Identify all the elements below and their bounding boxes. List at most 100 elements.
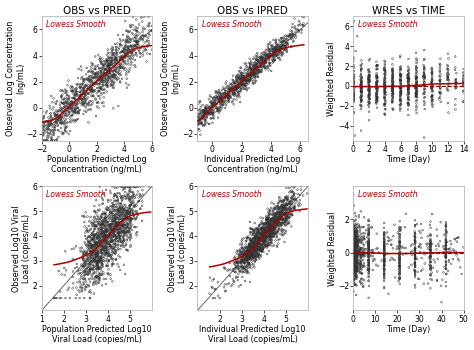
Point bbox=[374, 62, 382, 68]
Point bbox=[266, 211, 273, 217]
Point bbox=[246, 250, 254, 255]
Point bbox=[257, 233, 264, 239]
Point bbox=[279, 212, 287, 218]
Point bbox=[236, 268, 243, 274]
Point bbox=[286, 211, 293, 217]
Point bbox=[352, 244, 359, 249]
Point bbox=[427, 257, 434, 262]
Point bbox=[264, 227, 272, 232]
Point bbox=[117, 246, 124, 252]
Point bbox=[246, 76, 253, 81]
Point bbox=[246, 252, 254, 258]
Point bbox=[289, 189, 296, 195]
Point bbox=[236, 259, 244, 264]
Point bbox=[413, 221, 421, 227]
Point bbox=[246, 231, 254, 236]
Point bbox=[267, 221, 274, 226]
Point bbox=[82, 85, 90, 90]
Point bbox=[245, 242, 253, 248]
Point bbox=[357, 72, 365, 77]
Point bbox=[383, 241, 391, 247]
Point bbox=[349, 248, 357, 254]
Point bbox=[109, 48, 116, 53]
Point bbox=[271, 205, 279, 211]
Point bbox=[86, 84, 94, 89]
Point bbox=[249, 232, 257, 237]
Point bbox=[137, 206, 144, 211]
Point bbox=[193, 134, 201, 139]
Point bbox=[412, 91, 420, 97]
Point bbox=[82, 97, 89, 103]
Point bbox=[66, 116, 73, 121]
Point bbox=[121, 183, 128, 189]
Point bbox=[93, 258, 101, 264]
Point bbox=[131, 44, 139, 49]
Point bbox=[78, 81, 85, 87]
Point bbox=[357, 261, 365, 267]
Point bbox=[50, 130, 58, 136]
Point bbox=[279, 43, 286, 48]
Point bbox=[270, 215, 277, 221]
Point bbox=[413, 60, 420, 66]
Point bbox=[124, 224, 131, 230]
Point bbox=[361, 264, 369, 269]
Point bbox=[365, 217, 373, 223]
Point bbox=[264, 216, 272, 222]
Point bbox=[198, 116, 205, 121]
Point bbox=[117, 201, 125, 206]
Point bbox=[54, 127, 62, 133]
Point bbox=[248, 69, 255, 75]
Point bbox=[248, 249, 255, 254]
Point bbox=[125, 69, 133, 75]
Point bbox=[108, 221, 116, 226]
Point bbox=[411, 252, 419, 258]
Point bbox=[428, 92, 436, 98]
Point bbox=[122, 52, 130, 57]
Point bbox=[92, 239, 100, 245]
Point bbox=[101, 245, 109, 250]
Point bbox=[413, 90, 420, 96]
Point bbox=[97, 219, 104, 225]
Point bbox=[203, 110, 211, 116]
Point bbox=[261, 226, 268, 232]
Point bbox=[188, 111, 195, 117]
Point bbox=[365, 245, 373, 251]
Point bbox=[124, 210, 131, 215]
Point bbox=[243, 251, 250, 257]
Point bbox=[442, 262, 450, 268]
Point bbox=[81, 224, 89, 229]
Point bbox=[91, 242, 99, 248]
Point bbox=[51, 124, 59, 129]
Point bbox=[353, 240, 361, 245]
Point bbox=[255, 245, 262, 250]
Point bbox=[38, 123, 46, 129]
Point bbox=[114, 41, 121, 46]
Point bbox=[349, 238, 357, 243]
Point bbox=[271, 231, 279, 237]
Point bbox=[412, 82, 420, 87]
Point bbox=[94, 280, 102, 286]
Point bbox=[86, 245, 93, 251]
Point bbox=[262, 228, 270, 233]
Point bbox=[282, 210, 289, 216]
Point bbox=[284, 210, 292, 216]
Point bbox=[101, 236, 109, 242]
Point bbox=[106, 224, 114, 230]
Point bbox=[117, 69, 124, 75]
Point bbox=[365, 274, 373, 280]
Point bbox=[276, 222, 283, 228]
Point bbox=[236, 247, 244, 252]
Point bbox=[374, 96, 381, 101]
Point bbox=[106, 207, 113, 213]
Point bbox=[255, 241, 263, 246]
Point bbox=[124, 208, 131, 214]
Point bbox=[280, 212, 287, 217]
Point bbox=[275, 211, 283, 217]
Point bbox=[109, 246, 117, 252]
Point bbox=[358, 249, 366, 255]
Point bbox=[273, 222, 281, 228]
Point bbox=[114, 261, 121, 267]
Point bbox=[285, 185, 293, 191]
Point bbox=[207, 111, 214, 116]
Point bbox=[124, 226, 132, 232]
